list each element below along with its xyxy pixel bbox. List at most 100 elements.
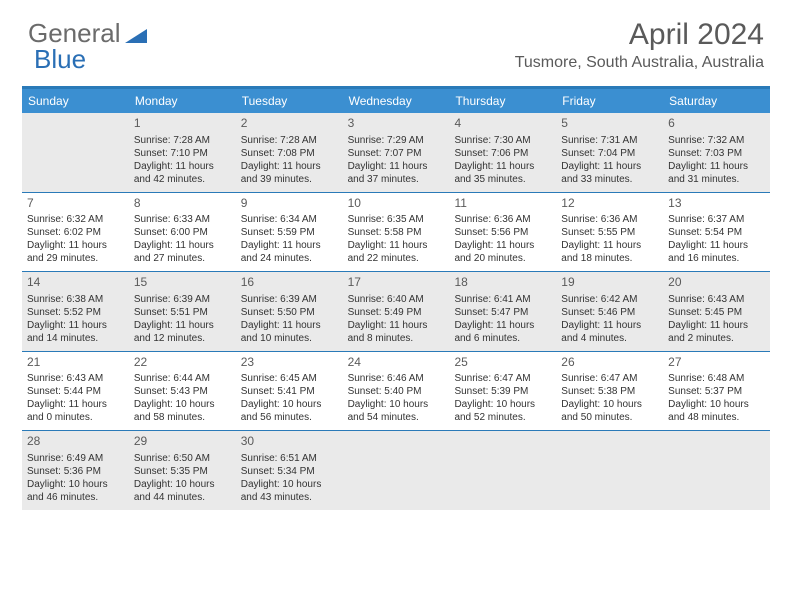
sunset-text: Sunset: 6:00 PM [134, 226, 231, 239]
dow-thu: Thursday [449, 89, 556, 113]
daylight-text: Daylight: 10 hours and 50 minutes. [561, 398, 658, 424]
daylight-text: Daylight: 11 hours and 8 minutes. [348, 319, 445, 345]
daylight-text: Daylight: 11 hours and 24 minutes. [241, 239, 338, 265]
daylight-text: Daylight: 11 hours and 22 minutes. [348, 239, 445, 265]
day-number: 15 [134, 275, 231, 291]
sunset-text: Sunset: 5:56 PM [454, 226, 551, 239]
day-number: 26 [561, 355, 658, 371]
day-number: 25 [454, 355, 551, 371]
daylight-text: Daylight: 10 hours and 52 minutes. [454, 398, 551, 424]
week-row: 14Sunrise: 6:38 AMSunset: 5:52 PMDayligh… [22, 271, 770, 351]
sunset-text: Sunset: 5:43 PM [134, 385, 231, 398]
day-cell [556, 431, 663, 510]
sunset-text: Sunset: 5:58 PM [348, 226, 445, 239]
week-row: 28Sunrise: 6:49 AMSunset: 5:36 PMDayligh… [22, 430, 770, 510]
daylight-text: Daylight: 10 hours and 48 minutes. [668, 398, 765, 424]
sunrise-text: Sunrise: 6:35 AM [348, 213, 445, 226]
day-number: 3 [348, 116, 445, 132]
dow-tue: Tuesday [236, 89, 343, 113]
sunrise-text: Sunrise: 7:28 AM [134, 134, 231, 147]
sunrise-text: Sunrise: 6:45 AM [241, 372, 338, 385]
sunset-text: Sunset: 5:41 PM [241, 385, 338, 398]
daylight-text: Daylight: 10 hours and 43 minutes. [241, 478, 338, 504]
daylight-text: Daylight: 10 hours and 44 minutes. [134, 478, 231, 504]
sunrise-text: Sunrise: 6:48 AM [668, 372, 765, 385]
sunset-text: Sunset: 5:39 PM [454, 385, 551, 398]
sunset-text: Sunset: 5:34 PM [241, 465, 338, 478]
daylight-text: Daylight: 11 hours and 0 minutes. [27, 398, 124, 424]
sunrise-text: Sunrise: 6:50 AM [134, 452, 231, 465]
week-row: 21Sunrise: 6:43 AMSunset: 5:44 PMDayligh… [22, 351, 770, 431]
sunset-text: Sunset: 7:07 PM [348, 147, 445, 160]
daylight-text: Daylight: 11 hours and 2 minutes. [668, 319, 765, 345]
week-row: 7Sunrise: 6:32 AMSunset: 6:02 PMDaylight… [22, 192, 770, 272]
day-number: 20 [668, 275, 765, 291]
day-cell: 1Sunrise: 7:28 AMSunset: 7:10 PMDaylight… [129, 113, 236, 192]
sunset-text: Sunset: 5:45 PM [668, 306, 765, 319]
day-cell: 8Sunrise: 6:33 AMSunset: 6:00 PMDaylight… [129, 193, 236, 272]
day-cell: 19Sunrise: 6:42 AMSunset: 5:46 PMDayligh… [556, 272, 663, 351]
sunrise-text: Sunrise: 6:43 AM [27, 372, 124, 385]
day-cell: 24Sunrise: 6:46 AMSunset: 5:40 PMDayligh… [343, 352, 450, 431]
day-number: 22 [134, 355, 231, 371]
daylight-text: Daylight: 10 hours and 46 minutes. [27, 478, 124, 504]
day-number: 12 [561, 196, 658, 212]
sunset-text: Sunset: 5:55 PM [561, 226, 658, 239]
day-number: 11 [454, 196, 551, 212]
day-cell: 2Sunrise: 7:28 AMSunset: 7:08 PMDaylight… [236, 113, 343, 192]
sunrise-text: Sunrise: 7:32 AM [668, 134, 765, 147]
day-cell [343, 431, 450, 510]
daylight-text: Daylight: 11 hours and 18 minutes. [561, 239, 658, 265]
dow-sun: Sunday [22, 89, 129, 113]
sunset-text: Sunset: 5:59 PM [241, 226, 338, 239]
day-number: 2 [241, 116, 338, 132]
day-number: 27 [668, 355, 765, 371]
day-cell: 6Sunrise: 7:32 AMSunset: 7:03 PMDaylight… [663, 113, 770, 192]
daylight-text: Daylight: 11 hours and 4 minutes. [561, 319, 658, 345]
sunrise-text: Sunrise: 6:41 AM [454, 293, 551, 306]
day-number: 13 [668, 196, 765, 212]
day-number: 30 [241, 434, 338, 450]
sunset-text: Sunset: 5:50 PM [241, 306, 338, 319]
day-number: 29 [134, 434, 231, 450]
day-number: 19 [561, 275, 658, 291]
day-number: 8 [134, 196, 231, 212]
daylight-text: Daylight: 11 hours and 10 minutes. [241, 319, 338, 345]
sunrise-text: Sunrise: 6:34 AM [241, 213, 338, 226]
sunset-text: Sunset: 5:54 PM [668, 226, 765, 239]
sunrise-text: Sunrise: 6:32 AM [27, 213, 124, 226]
day-cell: 22Sunrise: 6:44 AMSunset: 5:43 PMDayligh… [129, 352, 236, 431]
day-cell: 26Sunrise: 6:47 AMSunset: 5:38 PMDayligh… [556, 352, 663, 431]
day-number: 5 [561, 116, 658, 132]
sunrise-text: Sunrise: 7:31 AM [561, 134, 658, 147]
day-number: 6 [668, 116, 765, 132]
sunrise-text: Sunrise: 6:33 AM [134, 213, 231, 226]
daylight-text: Daylight: 11 hours and 29 minutes. [27, 239, 124, 265]
daylight-text: Daylight: 11 hours and 42 minutes. [134, 160, 231, 186]
dow-fri: Friday [556, 89, 663, 113]
daylight-text: Daylight: 10 hours and 58 minutes. [134, 398, 231, 424]
day-cell: 16Sunrise: 6:39 AMSunset: 5:50 PMDayligh… [236, 272, 343, 351]
day-number: 9 [241, 196, 338, 212]
day-cell: 18Sunrise: 6:41 AMSunset: 5:47 PMDayligh… [449, 272, 556, 351]
sunset-text: Sunset: 5:47 PM [454, 306, 551, 319]
sunset-text: Sunset: 5:44 PM [27, 385, 124, 398]
day-number: 24 [348, 355, 445, 371]
sunrise-text: Sunrise: 6:39 AM [134, 293, 231, 306]
day-number: 18 [454, 275, 551, 291]
day-cell: 7Sunrise: 6:32 AMSunset: 6:02 PMDaylight… [22, 193, 129, 272]
sunset-text: Sunset: 5:38 PM [561, 385, 658, 398]
sunset-text: Sunset: 7:04 PM [561, 147, 658, 160]
day-cell: 5Sunrise: 7:31 AMSunset: 7:04 PMDaylight… [556, 113, 663, 192]
dow-wed: Wednesday [343, 89, 450, 113]
day-cell: 14Sunrise: 6:38 AMSunset: 5:52 PMDayligh… [22, 272, 129, 351]
day-cell [22, 113, 129, 192]
day-cell: 10Sunrise: 6:35 AMSunset: 5:58 PMDayligh… [343, 193, 450, 272]
sunrise-text: Sunrise: 6:40 AM [348, 293, 445, 306]
daylight-text: Daylight: 11 hours and 14 minutes. [27, 319, 124, 345]
day-number: 14 [27, 275, 124, 291]
day-cell: 29Sunrise: 6:50 AMSunset: 5:35 PMDayligh… [129, 431, 236, 510]
sunset-text: Sunset: 5:49 PM [348, 306, 445, 319]
sunrise-text: Sunrise: 7:29 AM [348, 134, 445, 147]
daylight-text: Daylight: 11 hours and 20 minutes. [454, 239, 551, 265]
